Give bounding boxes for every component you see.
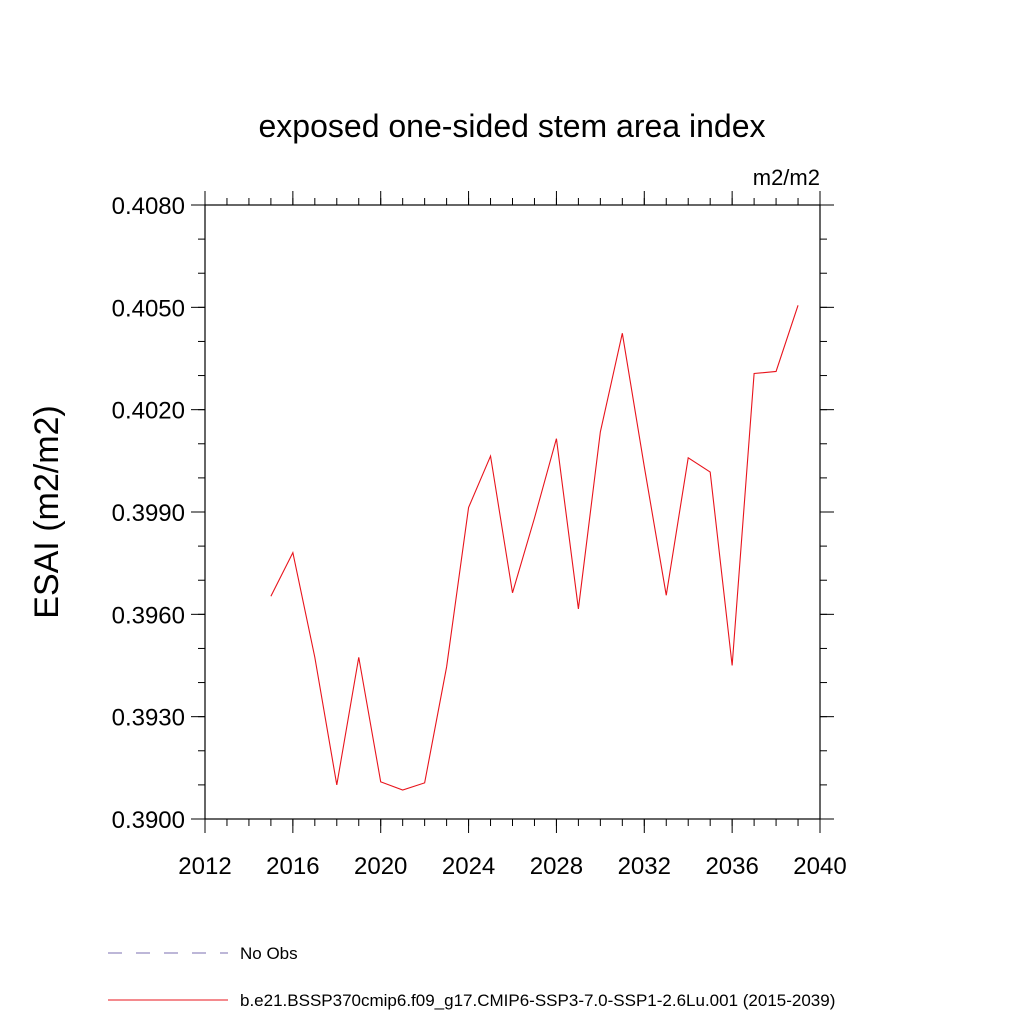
plot-frame (204, 204, 821, 820)
y-tick-label: 0.4020 (112, 398, 185, 425)
y-tick-label: 0.3990 (112, 500, 185, 527)
x-tick-label: 2012 (178, 853, 231, 880)
x-tick-label: 2024 (442, 853, 495, 880)
legend-label-no-obs: No Obs (240, 944, 298, 963)
series-line-1 (270, 305, 799, 791)
legend: No Obs b.e21.BSSP370cmip6.f09_g17.CMIP6-… (108, 944, 835, 1010)
y-axis-label: ESAI (m2/m2) (28, 405, 66, 618)
y-tick-label: 0.3930 (112, 705, 185, 732)
units-label: m2/m2 (753, 165, 820, 190)
x-tick-labels: 2012 2016 2020 2024 2028 2032 2036 2040 (178, 853, 846, 880)
chart-title: exposed one-sided stem area index (259, 108, 766, 144)
x-tick-label: 2020 (354, 853, 407, 880)
y-tick-label: 0.4050 (112, 295, 185, 322)
x-tick-label: 2016 (266, 853, 319, 880)
y-tick-label: 0.3960 (112, 602, 185, 629)
x-tick-label: 2040 (793, 853, 846, 880)
x-tick-label: 2036 (705, 853, 758, 880)
y-tick-label: 0.4080 (112, 193, 185, 220)
data-series (270, 305, 799, 791)
y-tick-labels: 0.3900 0.3930 0.3960 0.3990 0.4020 0.4050 0.40… (112, 193, 185, 834)
x-tick-label: 2032 (618, 853, 671, 880)
legend-label-model: b.e21.BSSP370cmip6.f09_g17.CMIP6-SSP3-7.… (240, 991, 835, 1010)
x-tick-label: 2028 (530, 853, 583, 880)
axis-ticks (191, 191, 834, 833)
y-tick-label: 0.3900 (112, 807, 185, 834)
